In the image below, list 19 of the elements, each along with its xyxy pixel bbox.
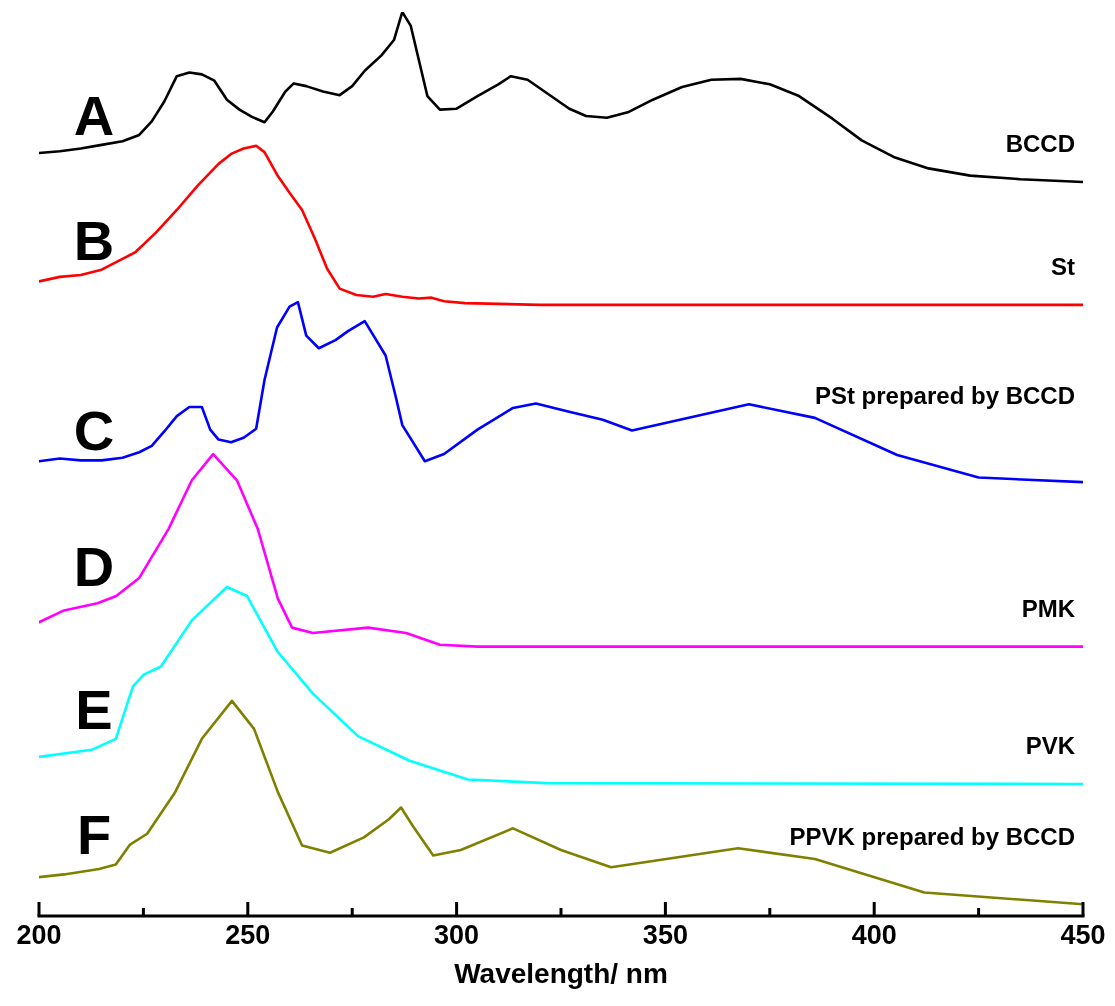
annotation: A [73, 83, 115, 147]
x-tick-label: 400 [851, 919, 897, 950]
series-label: PSt prepared by BCCD [814, 381, 1075, 409]
series-label: PMK [1021, 594, 1076, 622]
annotation: F [76, 803, 112, 867]
series-label: St [1051, 252, 1076, 280]
series-label: BCCD [1005, 129, 1075, 157]
x-tick-label: 350 [642, 919, 688, 950]
annotation: E [75, 677, 113, 741]
x-axis-title: Wavelength/ nm [454, 957, 668, 989]
series-label: PVK [1025, 732, 1076, 760]
x-tick-label: 200 [16, 919, 62, 950]
series-label: PPVK prepared by BCCD [789, 823, 1075, 851]
annotation: C [73, 399, 115, 463]
annotation: B [73, 208, 115, 272]
x-tick-label: 450 [1060, 919, 1106, 950]
x-tick-label: 250 [225, 919, 271, 950]
x-tick-label: 300 [434, 919, 480, 950]
annotation: D [73, 534, 115, 598]
